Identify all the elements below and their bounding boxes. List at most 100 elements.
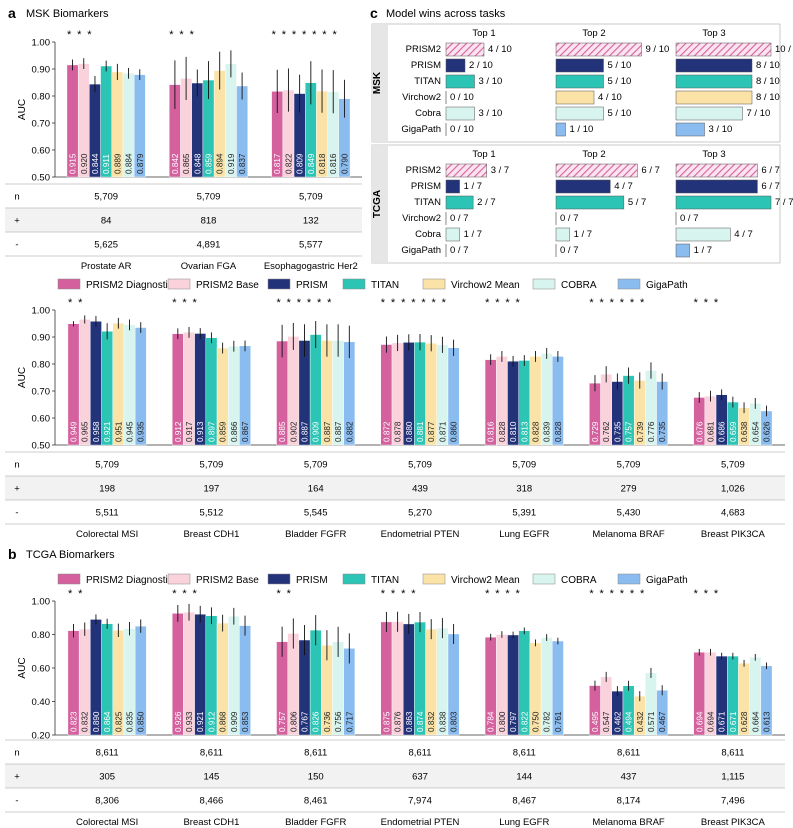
wins-value-label: 4 / 10 bbox=[598, 92, 622, 103]
wins-value-label: 6 / 7 bbox=[761, 165, 780, 176]
value-label: 0.965 bbox=[81, 421, 90, 442]
wins-value-label: 9 / 10 bbox=[646, 44, 670, 55]
value-label: 0.864 bbox=[103, 711, 112, 732]
wins-value-label: 0 / 7 bbox=[450, 245, 469, 256]
table-n: 5,709 bbox=[512, 460, 536, 471]
significance-stars: * * * bbox=[172, 297, 198, 309]
wins-value-label: 0 / 7 bbox=[560, 213, 579, 224]
value-label: 0.813 bbox=[520, 421, 529, 442]
wins-cohort-label: TCGA bbox=[372, 190, 383, 218]
value-label: 0.875 bbox=[382, 711, 391, 732]
wins-side-band bbox=[372, 24, 388, 142]
value-label: 0.571 bbox=[647, 711, 656, 732]
value-label: 0.949 bbox=[70, 421, 79, 442]
value-label: 0.882 bbox=[345, 421, 354, 442]
wins-value-label: 6 / 7 bbox=[761, 181, 780, 192]
value-label: 0.806 bbox=[289, 711, 298, 732]
table-pos: 637 bbox=[412, 772, 428, 783]
value-label: 0.887 bbox=[334, 421, 343, 442]
value-label: 0.817 bbox=[273, 153, 282, 174]
legend-label: Virchow2 Mean bbox=[451, 280, 520, 291]
table-neg: 5,511 bbox=[96, 508, 119, 519]
row-label: + bbox=[14, 484, 20, 495]
wins-value-label: 1 / 7 bbox=[694, 245, 713, 256]
group-label: Esophagogastric Her2 bbox=[264, 261, 358, 272]
legend-swatch bbox=[57, 278, 81, 290]
wins-value-label: 4 / 7 bbox=[734, 229, 753, 240]
significance-stars: * * bbox=[277, 588, 293, 600]
value-label: 0.822 bbox=[284, 153, 293, 174]
value-label: 0.659 bbox=[729, 421, 738, 442]
legend-label: PRISM bbox=[296, 280, 328, 291]
table-neg: 8,461 bbox=[304, 796, 328, 807]
value-label: 0.887 bbox=[323, 421, 332, 442]
wins-value-label: 0 / 7 bbox=[450, 213, 469, 224]
wins-value-label: 1 / 10 bbox=[570, 124, 594, 135]
table-row-bg bbox=[5, 764, 785, 788]
significance-stars: * * * * bbox=[381, 588, 417, 600]
wins-model-label: TITAN bbox=[414, 76, 441, 87]
legend-swatch bbox=[57, 573, 81, 585]
wins-bar bbox=[675, 58, 753, 73]
value-label: 0.694 bbox=[695, 711, 704, 732]
value-label: 0.871 bbox=[438, 421, 447, 442]
wins-column-header: Top 2 bbox=[582, 28, 605, 39]
value-label: 0.921 bbox=[103, 421, 112, 442]
group-label: Breast PIK3CA bbox=[701, 529, 766, 540]
value-label: 0.735 bbox=[613, 421, 622, 442]
table-n: 5,709 bbox=[299, 192, 323, 203]
wins-model-label: GigaPath bbox=[401, 124, 441, 135]
y-tick-label: 0.50 bbox=[32, 173, 51, 184]
value-label: 0.849 bbox=[307, 153, 316, 174]
value-label: 0.887 bbox=[301, 421, 310, 442]
value-label: 0.628 bbox=[740, 711, 749, 732]
wins-bar bbox=[675, 163, 758, 178]
table-n: 5,709 bbox=[408, 460, 432, 471]
value-label: 0.432 bbox=[636, 711, 645, 732]
value-label: 0.495 bbox=[591, 711, 600, 732]
value-label: 0.676 bbox=[695, 421, 704, 442]
legend-swatch bbox=[267, 278, 291, 290]
value-label: 0.837 bbox=[238, 153, 247, 174]
value-label: 0.494 bbox=[625, 711, 634, 732]
table-pos: 279 bbox=[621, 484, 637, 495]
table-n: 5,709 bbox=[94, 192, 118, 203]
wins-value-label: 3 / 10 bbox=[479, 76, 503, 87]
wins-bar bbox=[675, 227, 731, 242]
value-label: 0.828 bbox=[554, 421, 563, 442]
wins-value-label: 0 / 10 bbox=[450, 92, 474, 103]
table-n: 8,611 bbox=[408, 748, 431, 759]
wins-bar bbox=[445, 195, 474, 210]
wins-bar bbox=[445, 42, 485, 57]
value-label: 0.832 bbox=[427, 711, 436, 732]
table-neg: 8,174 bbox=[617, 796, 641, 807]
value-label: 0.735 bbox=[658, 421, 667, 442]
value-label: 0.912 bbox=[207, 711, 216, 732]
value-label: 0.884 bbox=[125, 153, 134, 174]
group-label: Breast CDH1 bbox=[183, 529, 239, 540]
value-label: 0.826 bbox=[312, 711, 321, 732]
value-label: 0.880 bbox=[405, 421, 414, 442]
wins-value-label: 6 / 7 bbox=[641, 165, 660, 176]
value-label: 0.547 bbox=[602, 711, 611, 732]
value-label: 0.879 bbox=[136, 153, 145, 174]
value-label: 0.878 bbox=[394, 421, 403, 442]
value-label: 0.671 bbox=[729, 711, 738, 732]
group-label: Bladder FGFR bbox=[285, 529, 346, 540]
wins-value-label: 8 / 10 bbox=[756, 60, 780, 71]
legend-label: GigaPath bbox=[646, 575, 688, 586]
value-label: 0.839 bbox=[543, 421, 552, 442]
value-label: 0.850 bbox=[137, 711, 146, 732]
wins-value-label: 0 / 10 bbox=[450, 124, 474, 135]
wins-value-label: 7 / 10 bbox=[747, 108, 771, 119]
value-label: 0.736 bbox=[323, 711, 332, 732]
y-axis-label: AUC bbox=[17, 367, 28, 388]
value-label: 0.809 bbox=[296, 153, 305, 174]
wins-model-label: TITAN bbox=[414, 197, 441, 208]
wins-bar bbox=[675, 122, 705, 137]
table-neg: 5,430 bbox=[617, 508, 641, 519]
wins-bar bbox=[675, 74, 753, 89]
value-label: 0.842 bbox=[171, 153, 180, 174]
value-label: 0.800 bbox=[498, 711, 507, 732]
wins-value-label: 5 / 7 bbox=[628, 197, 647, 208]
